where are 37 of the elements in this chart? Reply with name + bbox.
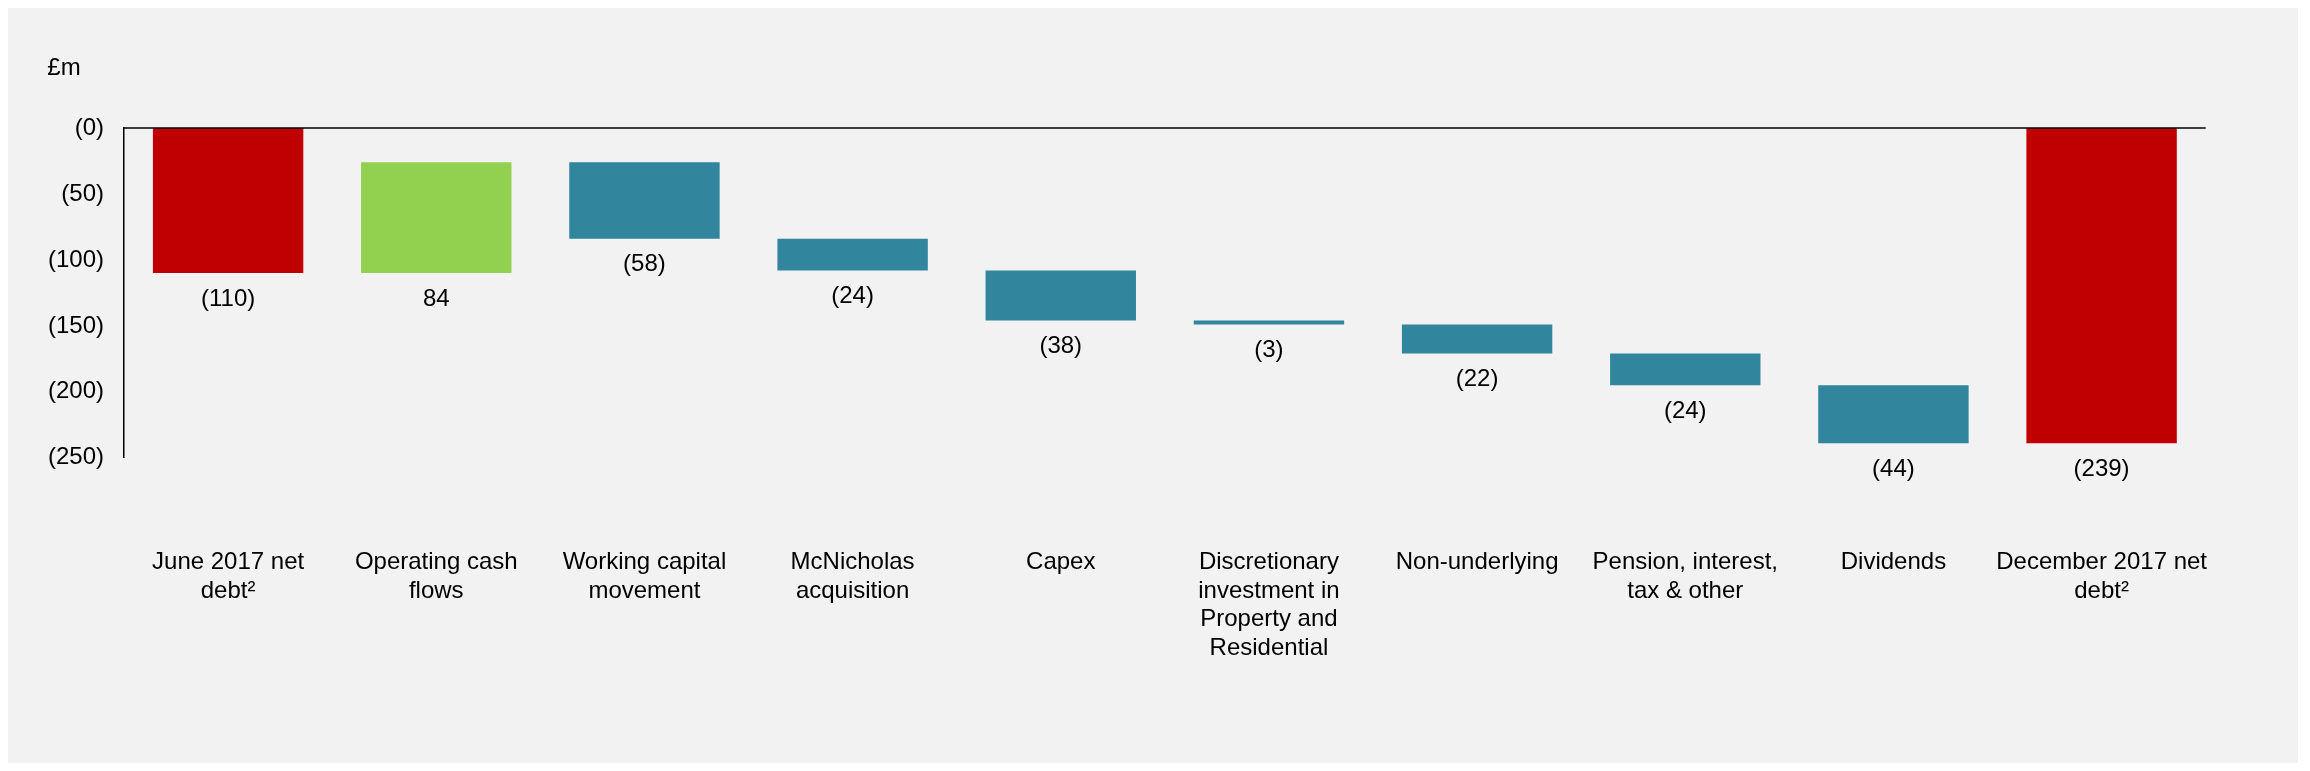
bar <box>2026 128 2177 444</box>
bar <box>361 162 512 274</box>
data-label: (24) <box>1663 395 1707 423</box>
bar <box>985 270 1136 321</box>
x-tick-label: Non-underlying <box>1395 546 1559 574</box>
data-label: (110) <box>200 283 256 311</box>
x-tick-label: Discretionary investment in Property and Residential <box>1198 546 1340 661</box>
y-tick-label: (0) <box>74 112 105 140</box>
data-label: (22) <box>1455 364 1499 392</box>
bar <box>1193 320 1345 325</box>
bar <box>1818 385 1969 444</box>
data-label: (38) <box>1039 331 1083 359</box>
x-tick-label: Capex <box>1026 546 1096 574</box>
x-tick-label: McNicholas acquisition <box>790 546 915 603</box>
bar <box>1401 324 1553 354</box>
bar <box>1610 353 1761 386</box>
data-label: (3) <box>1254 335 1284 363</box>
bar <box>152 128 304 274</box>
bar <box>569 162 720 239</box>
y-axis-title: £m <box>47 52 81 80</box>
x-tick-label: Pension, interest, tax & other <box>1592 546 1778 603</box>
x-tick-label: Working capital movement <box>562 546 727 603</box>
x-tick-label: Dividends <box>1840 546 1947 574</box>
y-tick-label: (150) <box>48 310 105 338</box>
y-tick-label: (50) <box>61 178 105 206</box>
x-tick-label: December 2017 net debt² <box>1996 546 2208 603</box>
data-label: 84 <box>422 283 450 311</box>
y-tick-label: (100) <box>48 244 105 272</box>
data-label: (44) <box>1872 453 1915 481</box>
data-label: (58) <box>623 249 666 277</box>
data-label: (24) <box>831 281 874 309</box>
y-tick-label: (200) <box>48 376 105 404</box>
bar <box>777 238 928 271</box>
x-tick-label: Operating cash flows <box>354 546 518 603</box>
y-tick-label: (250) <box>48 442 105 470</box>
data-label: (239) <box>2073 453 2130 481</box>
x-tick-label: June 2017 net debt² <box>152 546 305 603</box>
